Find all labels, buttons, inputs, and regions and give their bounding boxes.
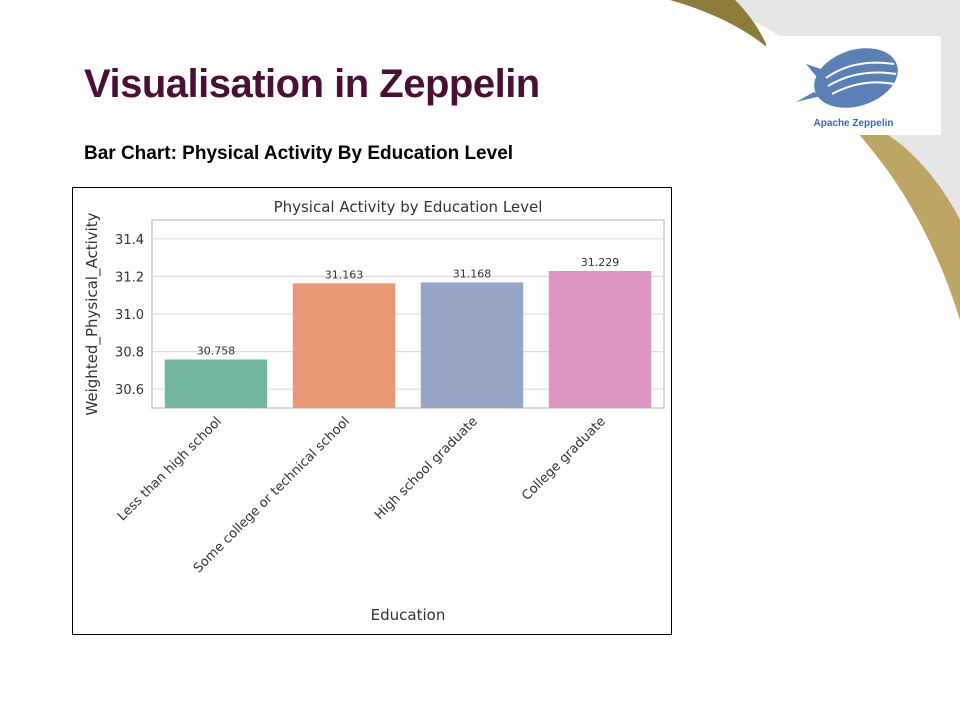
slide-title: Visualisation in Zeppelin (84, 62, 540, 106)
bar-value-label: 31.229 (581, 256, 620, 269)
bar (548, 270, 652, 408)
y-tick-label: 30.8 (115, 346, 144, 361)
chart-title: Physical Activity by Education Level (274, 198, 543, 216)
y-tick-label: 30.6 (115, 383, 144, 398)
y-tick-label: 31.4 (115, 233, 144, 248)
bar (164, 359, 268, 408)
bar-value-label: 30.758 (197, 344, 236, 357)
bar-value-label: 31.163 (325, 268, 364, 281)
x-tick-label: College graduate (519, 414, 609, 504)
gold-swoosh-light (855, 125, 960, 320)
slide-subtitle: Bar Chart: Physical Activity By Educatio… (84, 143, 514, 164)
y-tick-label: 31.2 (115, 270, 144, 285)
y-tick-label: 31.0 (115, 308, 144, 323)
bar-chart: 30.758 31.163 31.168 31.229 30.6 30.8 31.0 31.… (83, 198, 665, 624)
zeppelin-airship-icon (796, 48, 898, 108)
bars (164, 270, 652, 408)
chart-frame: 30.758 31.163 31.168 31.229 30.6 30.8 31.0 31.… (72, 187, 672, 635)
y-axis-label: Weighted_Physical_Activity (83, 212, 102, 415)
apache-zeppelin-logo: Apache Zeppelin (766, 36, 941, 135)
bar (420, 282, 524, 408)
value-labels: 30.758 31.163 31.168 31.229 (197, 256, 620, 358)
x-axis-label: Education (371, 606, 446, 624)
gold-swoosh-dark (670, 0, 768, 48)
y-tick-labels: 30.6 30.8 31.0 31.2 31.4 (115, 233, 144, 398)
x-tick-label: High school graduate (372, 414, 481, 523)
bar (292, 283, 396, 408)
x-tick-label: Less than high school (115, 414, 225, 524)
bar-value-label: 31.168 (453, 267, 492, 280)
x-tick-label: Some college or technical school (191, 414, 353, 576)
logo-text: Apache Zeppelin (813, 118, 894, 129)
